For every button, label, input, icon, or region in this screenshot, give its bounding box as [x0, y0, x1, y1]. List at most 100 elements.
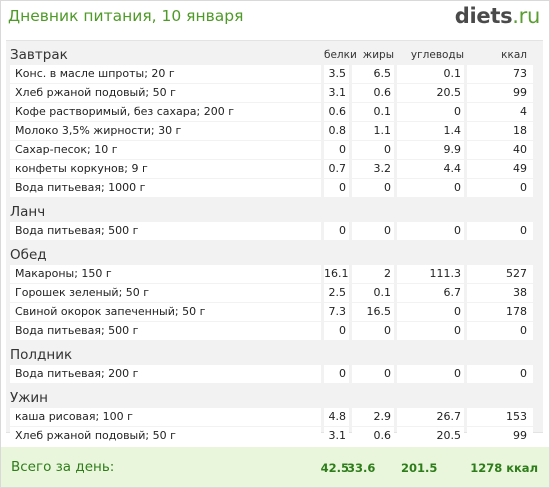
- food-row[interactable]: Хлеб ржаной подовый; 50 г 3.1 0.6 20.5 99: [6, 84, 543, 102]
- fat-value: 2.9: [352, 408, 394, 426]
- food-name: Хлеб ржаной подовый; 50 г: [10, 84, 321, 102]
- food-row[interactable]: каша рисовая; 100 г 4.8 2.9 26.7 153: [6, 408, 543, 426]
- food-row[interactable]: Горошек зеленый; 50 г 2.5 0.1 6.7 38: [6, 284, 543, 302]
- meal-header: Завтрак белки жиры углеводы ккал: [6, 41, 543, 65]
- column-header-carbs: углеводы: [410, 49, 464, 61]
- protein-value: 2.5: [324, 284, 349, 302]
- carbs-value: 0: [397, 103, 464, 121]
- carbs-value: 0.1: [397, 65, 464, 83]
- food-name: Молоко 3,5% жирности; 30 г: [10, 122, 321, 140]
- fat-value: 2: [352, 265, 394, 283]
- site-logo[interactable]: diets.ru: [454, 4, 541, 28]
- total-kcal: 1278 ккал: [470, 461, 538, 475]
- kcal-value: 178: [467, 303, 533, 321]
- fat-value: 0: [352, 365, 394, 383]
- meal-header: Ланч: [6, 198, 543, 222]
- food-row[interactable]: Свиной окорок запеченный; 50 г 7.3 16.5 0 17…: [6, 303, 543, 321]
- fat-value: 1.1: [352, 122, 394, 140]
- fat-value: 0: [352, 322, 394, 340]
- carbs-value: 26.7: [397, 408, 464, 426]
- food-name: Сахар-песок; 10 г: [10, 141, 321, 159]
- carbs-value: 0: [397, 365, 464, 383]
- kcal-value: 4: [467, 103, 533, 121]
- fat-value: 16.5: [352, 303, 394, 321]
- meal-header: Обед: [6, 241, 543, 265]
- carbs-value: 1.4: [397, 122, 464, 140]
- total-label: Всего за день:: [11, 459, 115, 475]
- carbs-value: 111.3: [397, 265, 464, 283]
- kcal-value: 527: [467, 265, 533, 283]
- carbs-value: 20.5: [397, 427, 464, 445]
- kcal-value: 18: [467, 122, 533, 140]
- protein-value: 16.1: [324, 265, 349, 283]
- food-diary-table: Завтрак белки жиры углеводы ккал Конс. в масл…: [6, 40, 543, 445]
- total-carbs: 201.5: [401, 461, 438, 475]
- food-name: Хлеб ржаной подовый; 50 г: [10, 427, 321, 445]
- header: Дневник питания, 10 января diets.ru: [0, 0, 550, 35]
- page-title: Дневник питания, 10 января: [8, 7, 244, 25]
- food-name: Вода питьевая; 500 г: [10, 222, 321, 240]
- food-name: Вода питьевая; 200 г: [10, 365, 321, 383]
- protein-value: 0: [324, 141, 349, 159]
- total-fat: 33.6: [347, 461, 376, 475]
- kcal-value: 73: [467, 65, 533, 83]
- logo-main: diets: [454, 4, 513, 28]
- fat-value: 0.1: [352, 284, 394, 302]
- fat-value: 0: [352, 141, 394, 159]
- meal-header: Ужин: [6, 384, 543, 408]
- protein-value: 0.7: [324, 160, 349, 178]
- carbs-value: 9.9: [397, 141, 464, 159]
- protein-value: 0: [324, 322, 349, 340]
- meal-header: Полдник: [6, 341, 543, 365]
- food-row[interactable]: Макароны; 150 г 16.1 2 111.3 527: [6, 265, 543, 283]
- carbs-value: 0: [397, 303, 464, 321]
- kcal-value: 99: [467, 84, 533, 102]
- logo-tld: .ru: [512, 4, 540, 28]
- food-row[interactable]: Сахар-песок; 10 г 0 0 9.9 40: [6, 141, 543, 159]
- protein-value: 7.3: [324, 303, 349, 321]
- protein-value: 3.1: [324, 84, 349, 102]
- fat-value: 6.5: [352, 65, 394, 83]
- carbs-value: 4.4: [397, 160, 464, 178]
- fat-value: 0: [352, 179, 394, 197]
- food-row[interactable]: Хлеб ржаной подовый; 50 г 3.1 0.6 20.5 99: [6, 427, 543, 445]
- fat-value: 3.2: [352, 160, 394, 178]
- meal-name: Ужин: [10, 390, 48, 406]
- kcal-value: 153: [467, 408, 533, 426]
- kcal-value: 49: [467, 160, 533, 178]
- fat-value: 0.6: [352, 427, 394, 445]
- meal-name: Полдник: [10, 347, 73, 363]
- column-header-protein: белки: [324, 49, 357, 61]
- kcal-value: 40: [467, 141, 533, 159]
- protein-value: 3.1: [324, 427, 349, 445]
- food-name: Кофе растворимый, без сахара; 200 г: [10, 103, 321, 121]
- food-name: Вода питьевая; 1000 г: [10, 179, 321, 197]
- kcal-value: 38: [467, 284, 533, 302]
- kcal-value: 0: [467, 322, 533, 340]
- food-row[interactable]: Конс. в масле шпроты; 20 г 3.5 6.5 0.1 73: [6, 65, 543, 83]
- food-row[interactable]: конфеты коркунов; 9 г 0.7 3.2 4.4 49: [6, 160, 543, 178]
- protein-value: 0: [324, 222, 349, 240]
- food-row[interactable]: Кофе растворимый, без сахара; 200 г 0.6 0.…: [6, 103, 543, 121]
- food-name: Конс. в масле шпроты; 20 г: [10, 65, 321, 83]
- food-row[interactable]: Молоко 3,5% жирности; 30 г 0.8 1.1 1.4 18: [6, 122, 543, 140]
- kcal-value: 0: [467, 365, 533, 383]
- carbs-value: 20.5: [397, 84, 464, 102]
- protein-value: 0.8: [324, 122, 349, 140]
- fat-value: 0: [352, 222, 394, 240]
- daily-total-bar: Всего за день: 42.5 33.6 201.5 1278 ккал: [1, 447, 549, 487]
- kcal-value: 99: [467, 427, 533, 445]
- column-header-kcal: ккал: [501, 49, 527, 61]
- carbs-value: 0: [397, 322, 464, 340]
- carbs-value: 6.7: [397, 284, 464, 302]
- protein-value: 0.6: [324, 103, 349, 121]
- protein-value: 4.8: [324, 408, 349, 426]
- kcal-value: 0: [467, 179, 533, 197]
- column-header-fat: жиры: [362, 49, 394, 61]
- protein-value: 0: [324, 179, 349, 197]
- food-name: Горошек зеленый; 50 г: [10, 284, 321, 302]
